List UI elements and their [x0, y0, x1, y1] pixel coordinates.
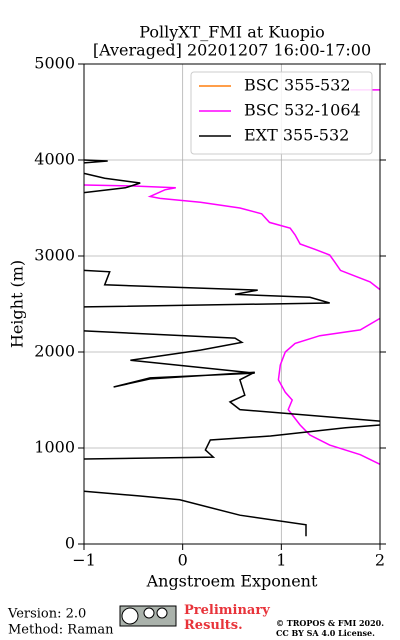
x-tick-label: 1 [276, 551, 286, 570]
footer-status: Preliminary Results. [184, 603, 270, 633]
y-tick-label: 2000 [34, 342, 75, 361]
legend-label: BSC 532-1064 [244, 101, 361, 120]
footer-method: Method: Raman [8, 623, 114, 638]
footer-license: CC BY SA 4.0 License. [276, 628, 375, 638]
footer-copyright: © TROPOS & FMI 2020. [276, 618, 384, 628]
y-tick-label: 1000 [34, 438, 75, 457]
y-tick-label: 0 [65, 534, 75, 553]
legend-label: BSC 355-532 [244, 76, 351, 95]
profile-line [83, 269, 330, 308]
y-tick-label: 5000 [34, 54, 75, 73]
footer-status-line: Results. [184, 618, 243, 633]
y-tick-label: 3000 [34, 246, 75, 265]
profile-line [83, 424, 381, 460]
y-tick-label: 4000 [34, 150, 75, 169]
x-tick-label: 2 [375, 551, 385, 570]
profile-line [277, 317, 381, 465]
legend-box [190, 71, 373, 155]
footer-status-line: Preliminary [184, 603, 270, 618]
chart-subtitle: [Averaged] 20201207 16:00-17:00 [93, 41, 371, 60]
y-axis-label: Height (m) [8, 260, 27, 348]
profile-line [83, 490, 307, 537]
chart-title: PollyXT_FMI at Kuopio [139, 23, 325, 42]
profile-line [83, 172, 141, 194]
plot-frame [83, 63, 381, 545]
profile-line [83, 184, 381, 291]
legend-label: EXT 355-532 [244, 126, 349, 145]
cc-logo [119, 605, 177, 627]
plot-area [83, 63, 381, 545]
legend: BSC 355-532 BSC 532-1064 EXT 355-532 [190, 71, 373, 155]
x-axis-label: Angstroem Exponent [146, 572, 318, 591]
x-tick-label: 0 [178, 551, 188, 570]
profile-line [83, 330, 381, 422]
profile-line [83, 159, 108, 164]
footer-version: Version: 2.0 [7, 607, 86, 622]
x-tick-label: −1 [72, 551, 96, 570]
